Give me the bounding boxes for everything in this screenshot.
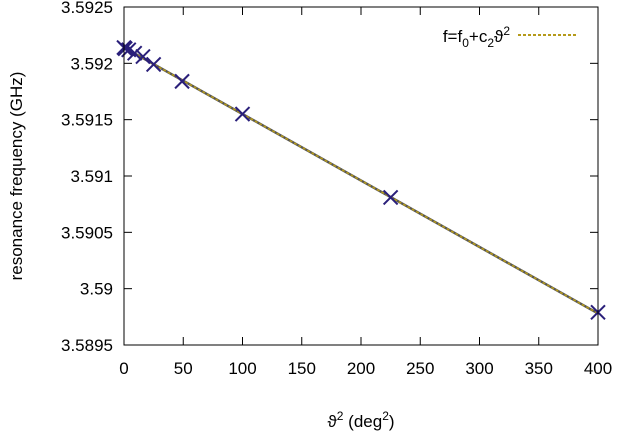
data-point-stroke bbox=[126, 45, 143, 61]
data-point-stroke bbox=[382, 189, 399, 206]
x-tick-label: 400 bbox=[584, 359, 612, 378]
ticks: 0 50 100 150 200 250 300 350 400 3.5895 3.59 3.5905… bbox=[61, 0, 612, 378]
legend-entry-fit: f=f0+c2ϑ2 bbox=[443, 24, 510, 50]
x-tick-label: 50 bbox=[174, 359, 193, 378]
legend: f=f0+c2ϑ2 bbox=[443, 24, 578, 50]
y-tick-label: 3.5925 bbox=[61, 0, 113, 17]
legend-sup: 2 bbox=[503, 24, 510, 38]
x-axis-label-unit-sup: 2 bbox=[382, 409, 389, 423]
legend-theta: ϑ bbox=[494, 27, 504, 46]
y-tick-label: 3.5915 bbox=[61, 111, 113, 130]
y-tick-label: 3.59 bbox=[80, 280, 113, 299]
y-tick-label: 3.5895 bbox=[61, 336, 113, 355]
y-axis-label: resonance frequency (GHz) bbox=[7, 72, 26, 281]
data-point-stroke bbox=[145, 56, 162, 73]
data-point-stroke bbox=[174, 73, 190, 90]
data-point bbox=[126, 45, 143, 61]
y-tick-label: 3.591 bbox=[70, 167, 113, 186]
x-tick-label: 250 bbox=[406, 359, 434, 378]
x-axis-label-sup: 2 bbox=[337, 409, 344, 423]
legend-f: f=f bbox=[443, 27, 463, 46]
data-point-stroke bbox=[117, 40, 133, 57]
data-point bbox=[174, 73, 190, 90]
x-axis-label-unit: (deg bbox=[343, 412, 382, 431]
x-axis-label: ϑ2 (deg2) bbox=[327, 409, 394, 431]
legend-sub0: 0 bbox=[462, 36, 469, 50]
y-tick-label: 3.592 bbox=[70, 54, 113, 73]
x-tick-label: 0 bbox=[119, 359, 128, 378]
x-tick-label: 200 bbox=[347, 359, 375, 378]
x-tick-label: 100 bbox=[228, 359, 256, 378]
legend-sub2: 2 bbox=[487, 36, 494, 50]
data-point bbox=[145, 56, 162, 73]
fit-layer bbox=[123, 46, 599, 315]
data-point-stroke bbox=[135, 48, 151, 65]
plot-frame bbox=[123, 6, 599, 346]
x-tick-label: 150 bbox=[288, 359, 316, 378]
legend-plus: +c bbox=[469, 27, 488, 46]
x-tick-label: 300 bbox=[465, 359, 493, 378]
x-axis-label-close: ) bbox=[389, 412, 395, 431]
y-tick-label: 3.5905 bbox=[61, 223, 113, 242]
x-tick-label: 350 bbox=[525, 359, 553, 378]
data-point bbox=[117, 40, 133, 57]
data-point bbox=[382, 189, 399, 206]
data-point-stroke bbox=[234, 106, 251, 122]
x-axis-label-theta: ϑ bbox=[327, 412, 337, 431]
data-point bbox=[234, 106, 251, 122]
fit-line bbox=[123, 46, 599, 315]
data-point bbox=[135, 48, 151, 65]
